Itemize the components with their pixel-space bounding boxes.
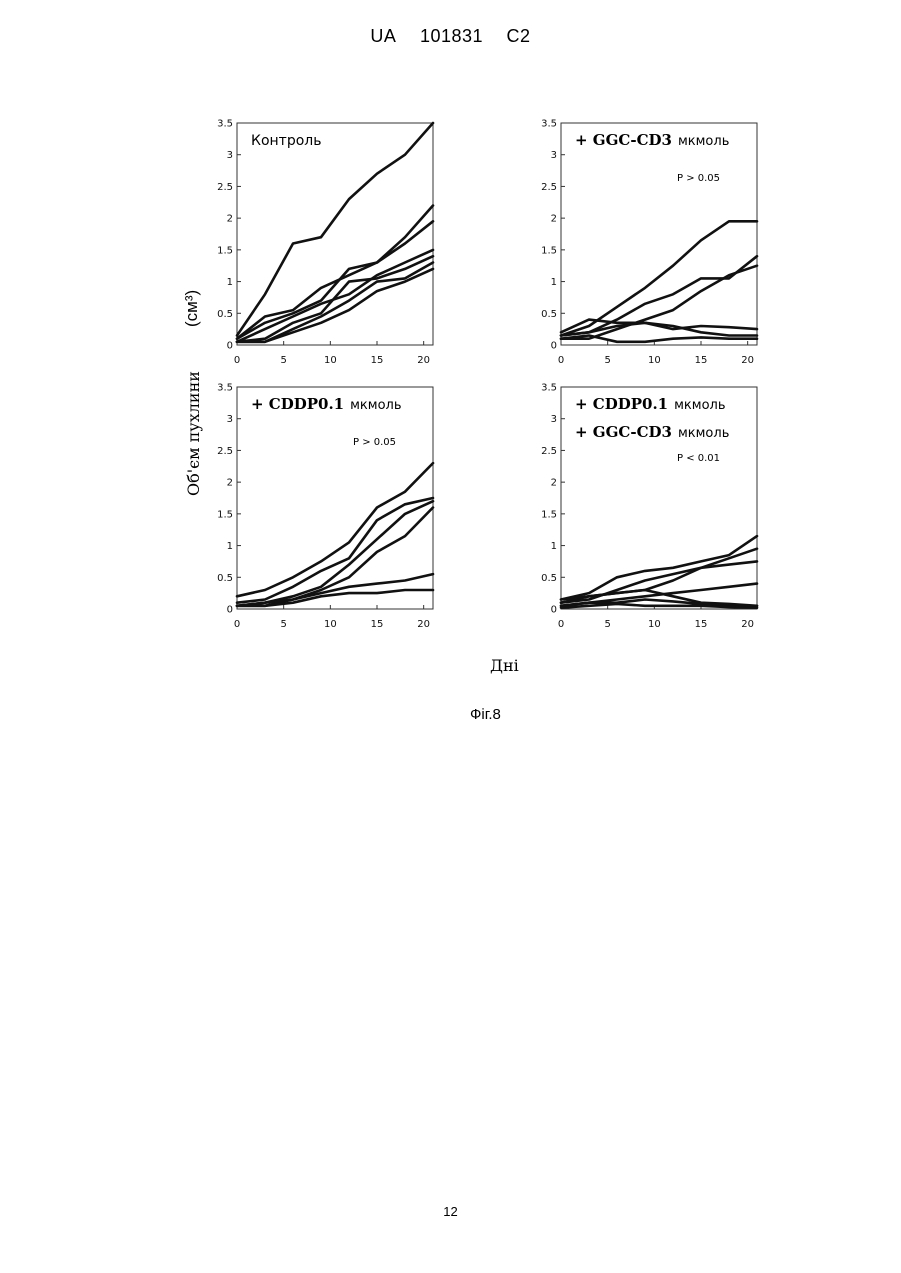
panel-title: + CDDP0.1 bbox=[575, 395, 668, 413]
figure-caption: Фіг.8 bbox=[470, 706, 501, 723]
panel-1: 00.511.522.533.505101520Контроль bbox=[217, 119, 433, 367]
y-tick-label: 0 bbox=[551, 605, 557, 616]
panel-4: 00.511.522.533.505101520+ CDDP0.1мкмоль+… bbox=[541, 383, 757, 631]
y-tick-label: 2 bbox=[227, 214, 233, 225]
y-tick-label: 1.5 bbox=[541, 245, 557, 256]
panel-2: 0 0.5 1 1.5 2 2.5 3 3.5 0 5 10 15 20 + GGC-CD3 мкмоль P… bbox=[541, 119, 757, 367]
x-tick-label: 20 bbox=[417, 355, 430, 366]
p-value-label: P > 0.05 bbox=[677, 173, 720, 184]
panel-unit-line2: мкмоль bbox=[678, 426, 729, 441]
x-tick-label: 20 bbox=[741, 619, 754, 630]
y-tick-label: 3.5 bbox=[541, 119, 557, 130]
x-tick-label: 0 bbox=[558, 619, 564, 630]
x-tick-label: 0 bbox=[234, 619, 240, 630]
y-tick-label: 0.5 bbox=[541, 573, 557, 584]
series-line-1 bbox=[237, 123, 433, 336]
y-axis-unit: (см³) bbox=[182, 290, 202, 327]
p-value-label: P < 0.01 bbox=[677, 453, 720, 464]
x-tick-label: 10 bbox=[648, 619, 661, 630]
series-line-1 bbox=[561, 536, 757, 599]
x-tick-label: 0 bbox=[558, 355, 564, 366]
y-tick-label: 3 bbox=[227, 150, 233, 161]
series-line-2 bbox=[237, 206, 433, 339]
y-tick-label: 2 bbox=[551, 214, 557, 225]
y-tick-label: 2 bbox=[551, 478, 557, 489]
panel-unit: мкмоль bbox=[674, 398, 725, 413]
x-tick-label: 15 bbox=[695, 619, 708, 630]
plot-frame bbox=[561, 387, 757, 609]
x-tick-label: 15 bbox=[371, 619, 384, 630]
y-tick-label: 0.5 bbox=[217, 309, 233, 320]
y-tick-label: 1.5 bbox=[217, 509, 233, 520]
y-tick-label: 0 bbox=[227, 605, 233, 616]
y-tick-label: 0 bbox=[551, 341, 557, 352]
y-tick-label: 0.5 bbox=[541, 309, 557, 320]
y-axis-label-group: Об'єм пухлини bbox=[176, 330, 376, 480]
x-axis-label: Дні bbox=[490, 656, 519, 675]
y-tick-label: 1 bbox=[551, 541, 557, 552]
panel-title-line2: + GGC-CD3 bbox=[575, 423, 672, 441]
y-tick-label: 2.5 bbox=[541, 182, 557, 193]
x-tick-label: 10 bbox=[648, 355, 661, 366]
x-tick-label: 20 bbox=[417, 619, 430, 630]
panel-title: Контроль bbox=[251, 133, 321, 149]
x-tick-label: 10 bbox=[324, 619, 337, 630]
x-tick-label: 5 bbox=[604, 355, 610, 366]
x-tick-label: 5 bbox=[280, 619, 286, 630]
panel-unit: мкмоль bbox=[678, 134, 729, 149]
y-tick-label: 1.5 bbox=[217, 245, 233, 256]
y-tick-label: 2.5 bbox=[541, 446, 557, 457]
x-tick-label: 15 bbox=[695, 355, 708, 366]
y-tick-label: 3 bbox=[551, 414, 557, 425]
x-tick-label: 5 bbox=[604, 619, 610, 630]
x-tick-label: 20 bbox=[741, 355, 754, 366]
y-tick-label: 1.5 bbox=[541, 509, 557, 520]
y-tick-label: 1 bbox=[227, 277, 233, 288]
y-tick-label: 0.5 bbox=[217, 573, 233, 584]
panel-title: + GGC-CD3 bbox=[575, 131, 672, 149]
y-tick-label: 3.5 bbox=[541, 383, 557, 394]
y-tick-label: 1 bbox=[551, 277, 557, 288]
y-tick-label: 3 bbox=[551, 150, 557, 161]
plot-frame bbox=[561, 123, 757, 345]
y-axis-label: Об'єм пухлини bbox=[184, 371, 203, 496]
y-tick-label: 2.5 bbox=[217, 182, 233, 193]
y-tick-label: 3.5 bbox=[217, 119, 233, 130]
y-tick-label: 1 bbox=[227, 541, 233, 552]
page-number: 12 bbox=[0, 1204, 901, 1219]
tumor-volume-figure: 00.511.522.533.505101520Контроль00.511.5… bbox=[0, 0, 901, 720]
